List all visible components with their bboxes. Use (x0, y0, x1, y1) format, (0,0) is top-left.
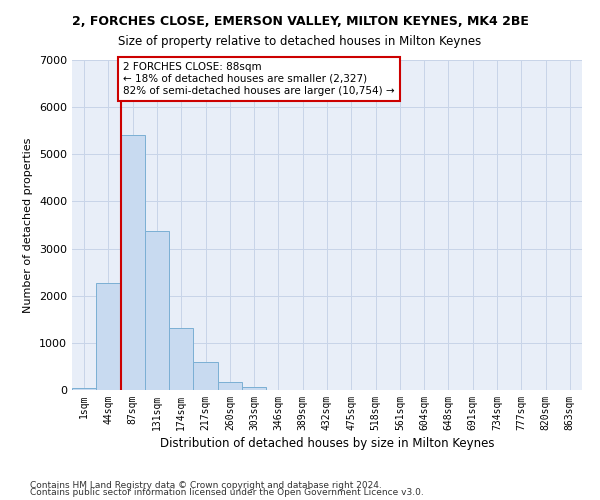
Bar (169, 328, 193, 390)
Bar (72, 388, 96, 390)
Text: Contains public sector information licensed under the Open Government Licence v3: Contains public sector information licen… (30, 488, 424, 497)
Text: 2, FORCHES CLOSE, EMERSON VALLEY, MILTON KEYNES, MK4 2BE: 2, FORCHES CLOSE, EMERSON VALLEY, MILTON… (71, 15, 529, 28)
Bar (218, 382, 242, 390)
Text: Size of property relative to detached houses in Milton Keynes: Size of property relative to detached ho… (118, 35, 482, 48)
Bar (96, 282, 121, 390)
Bar (242, 386, 266, 390)
Bar (145, 230, 169, 390)
Bar (193, 362, 218, 390)
Text: 2 FORCHES CLOSE: 88sqm
← 18% of detached houses are smaller (2,327)
82% of semi-: 2 FORCHES CLOSE: 88sqm ← 18% of detached… (123, 62, 395, 96)
Text: Contains HM Land Registry data © Crown copyright and database right 2024.: Contains HM Land Registry data © Crown c… (30, 480, 382, 490)
X-axis label: Distribution of detached houses by size in Milton Keynes: Distribution of detached houses by size … (160, 437, 494, 450)
Bar (121, 136, 145, 390)
Y-axis label: Number of detached properties: Number of detached properties (23, 138, 34, 312)
